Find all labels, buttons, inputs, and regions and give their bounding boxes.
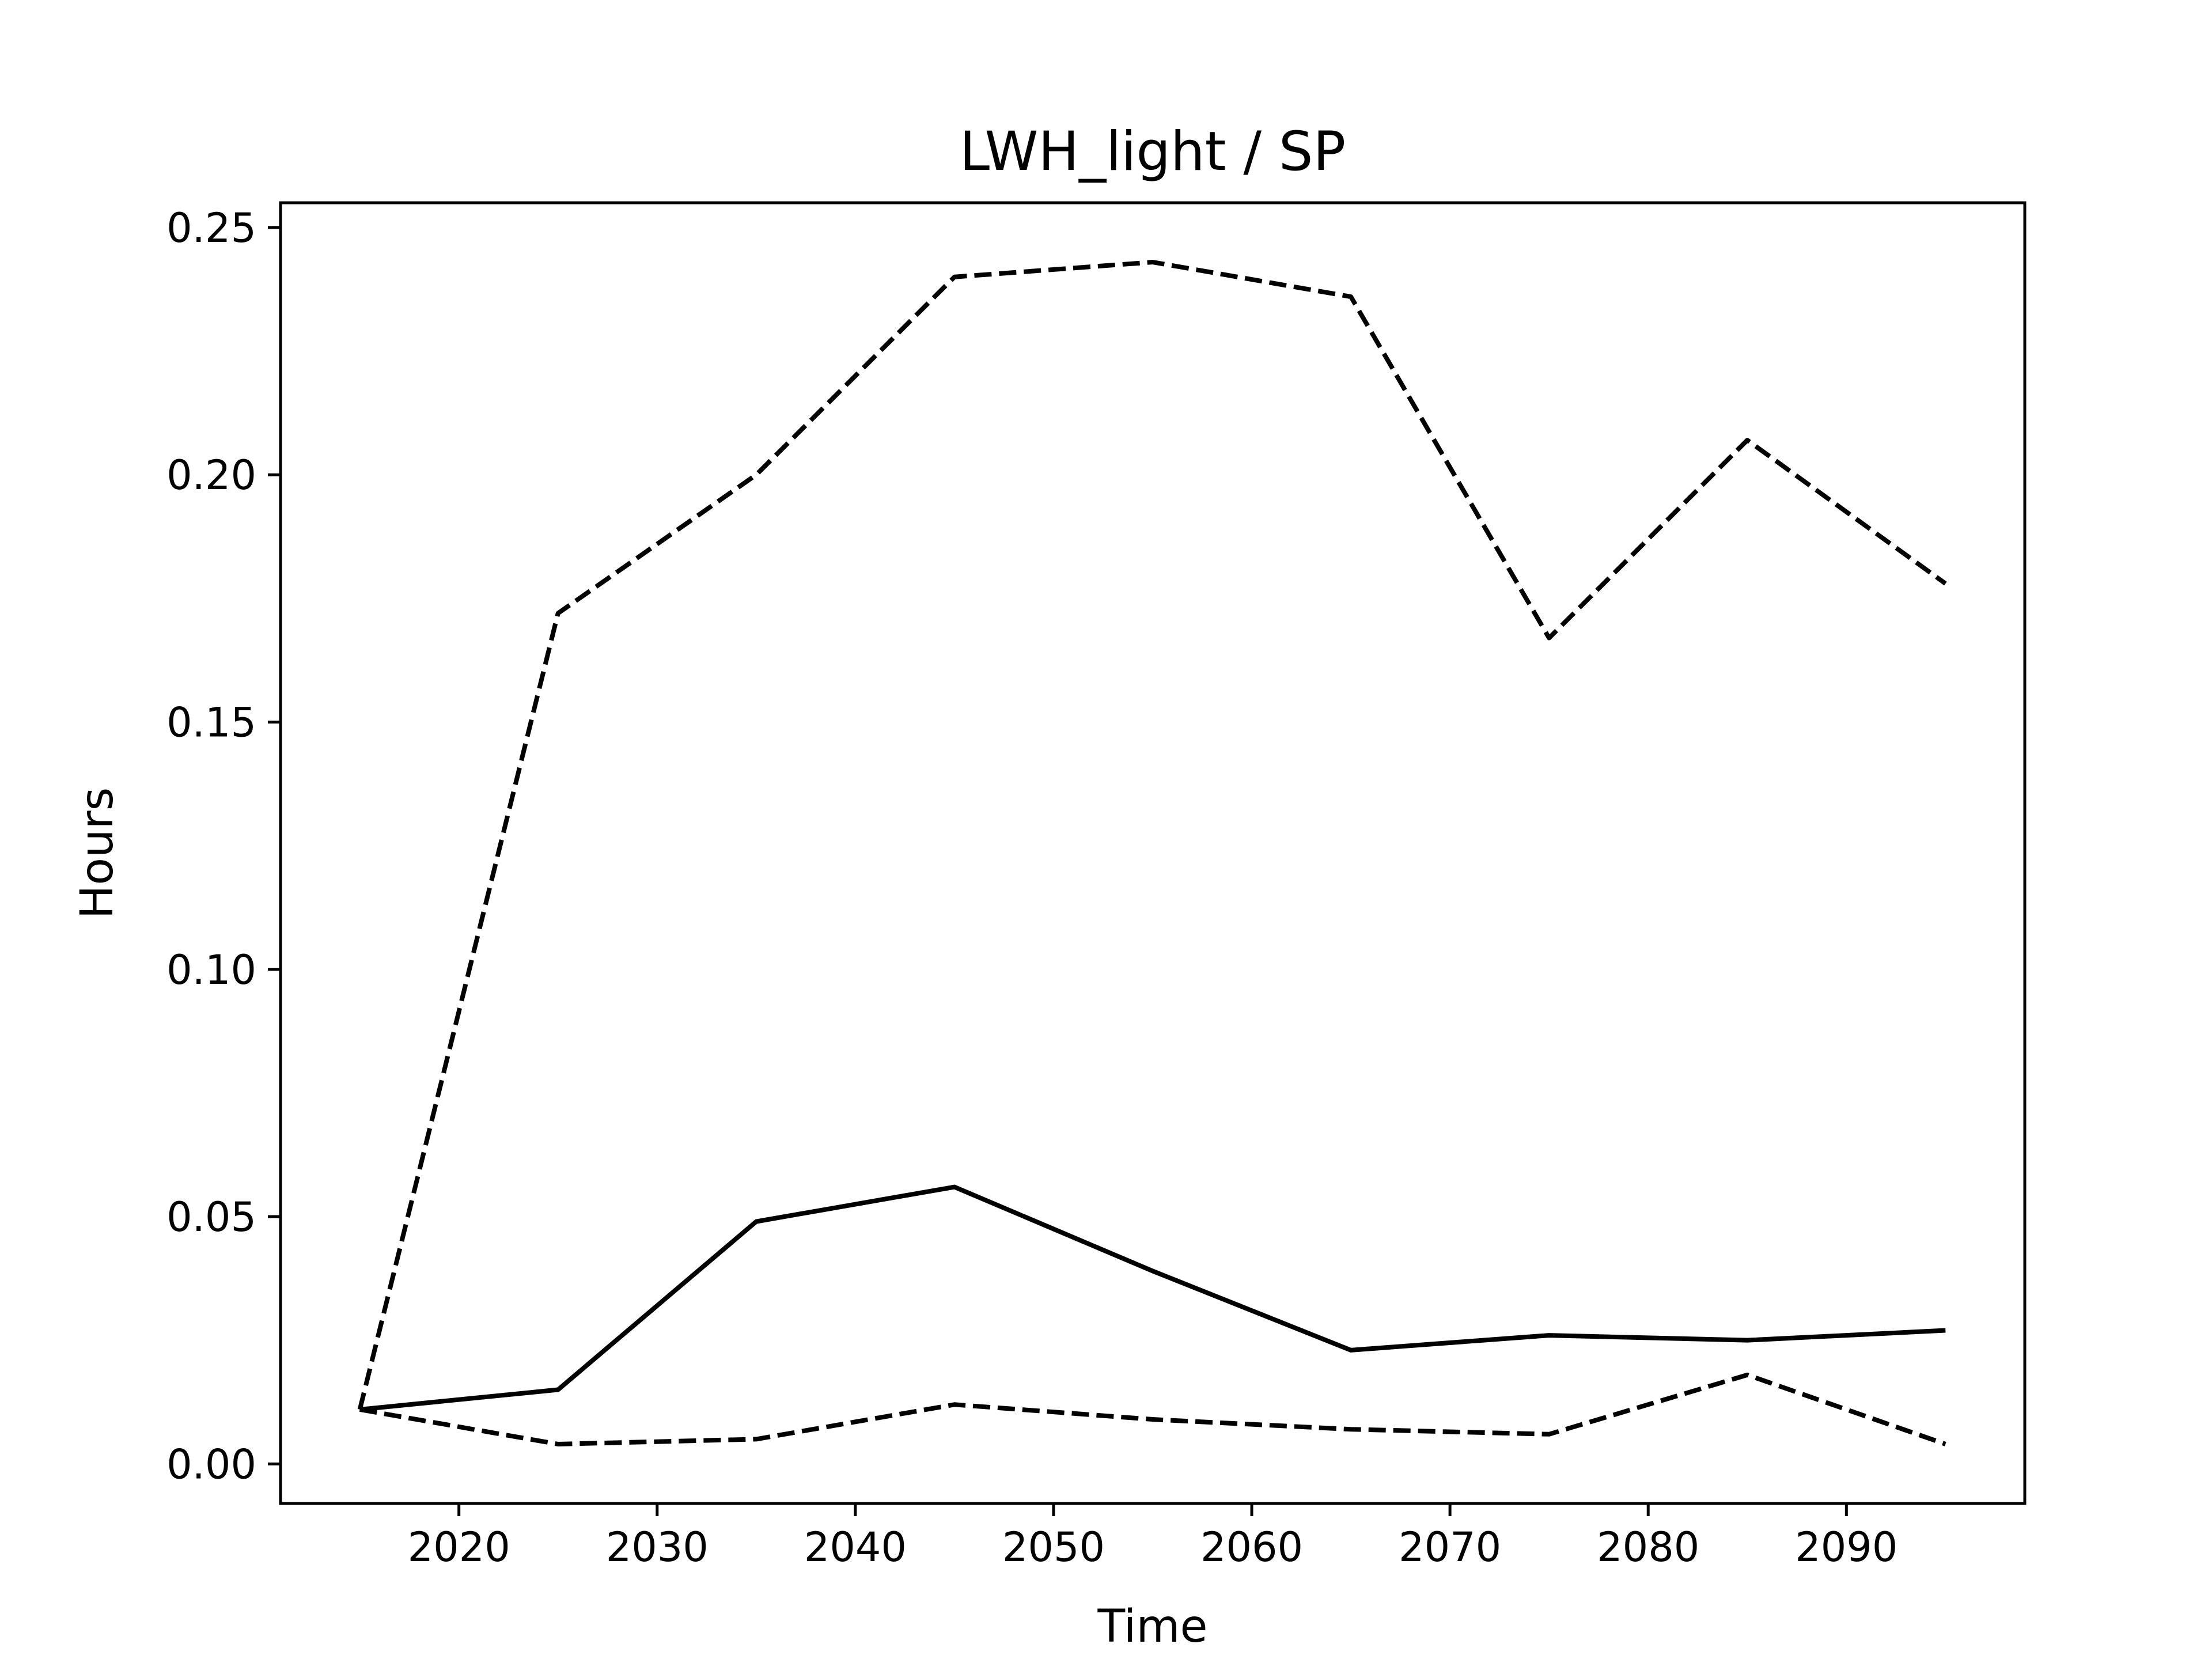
x-tick-label: 2040 bbox=[804, 1524, 907, 1571]
x-tick-label: 2080 bbox=[1597, 1524, 1699, 1571]
y-tick-label: 0.00 bbox=[166, 1441, 256, 1488]
x-tick-label: 2090 bbox=[1795, 1524, 1897, 1571]
series-layer bbox=[357, 260, 1947, 1446]
x-tick-label: 2060 bbox=[1200, 1524, 1303, 1571]
y-axis-label: Hours bbox=[71, 787, 123, 919]
x-tick-label: 2020 bbox=[408, 1524, 510, 1571]
y-tick-label: 0.15 bbox=[166, 699, 256, 746]
y-axis: 0.00 0.05 0.10 0.15 0.20 0.25 bbox=[166, 204, 281, 1488]
y-tick-label: 0.25 bbox=[166, 204, 256, 252]
x-tick-label: 2050 bbox=[1002, 1524, 1105, 1571]
y-tick-label: 0.05 bbox=[166, 1194, 256, 1241]
x-axis: 2020 2030 2040 2050 2060 2070 2080 2090 bbox=[408, 1503, 1897, 1571]
x-tick-label: 2070 bbox=[1399, 1524, 1501, 1571]
series-line-3 bbox=[359, 1372, 1946, 1446]
x-tick-label: 2030 bbox=[606, 1524, 709, 1571]
series-line-1 bbox=[359, 1184, 1946, 1412]
x-axis-label: Time bbox=[1097, 1601, 1208, 1653]
chart-title: LWH_light / SP bbox=[960, 120, 1346, 183]
y-tick-label: 0.20 bbox=[166, 452, 256, 499]
series-line-2 bbox=[357, 260, 1947, 1410]
y-tick-label: 0.10 bbox=[166, 946, 256, 994]
plot-frame bbox=[279, 201, 2027, 1505]
